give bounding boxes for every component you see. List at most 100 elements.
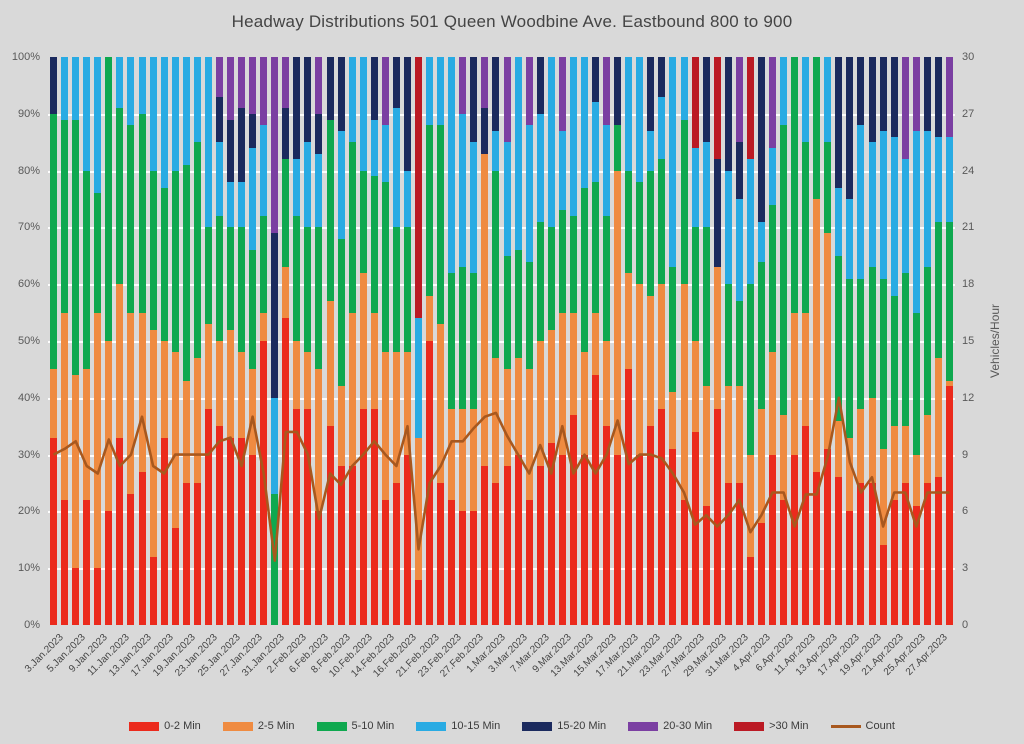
bar-segment-10-15-Min — [514, 57, 522, 251]
bar-segment-5-10-Min — [238, 227, 246, 353]
bar-segment-2-5-Min — [791, 312, 799, 455]
legend-label: >30 Min — [769, 720, 809, 732]
bar-segment-15-20-Min — [890, 57, 898, 137]
bar-segment-0-2-Min — [61, 500, 69, 625]
bar-segment-2-5-Min — [625, 272, 633, 370]
bar-segment-10-15-Min — [348, 57, 356, 143]
bar-23.Jan.2023 — [204, 57, 212, 625]
bar-segment-5-10-Min — [315, 227, 323, 370]
legend-color-swatch — [734, 721, 765, 731]
bar-segment-2-5-Min — [415, 437, 423, 580]
bar-3.Jan.2023 — [50, 57, 58, 625]
bar-7.Feb.2023 — [326, 57, 334, 625]
bar-segment-0-2-Min — [658, 409, 666, 625]
bar-segment-2-5-Min — [204, 323, 212, 410]
bar-segment-5-10-Min — [359, 170, 367, 273]
bar-segment-2-5-Min — [824, 233, 832, 449]
bar-segment-2-5-Min — [370, 312, 378, 410]
bar-segment-2-5-Min — [293, 341, 301, 410]
bar-segment-10-15-Min — [669, 57, 677, 268]
bar-6.Apr.2023 — [780, 57, 788, 625]
legend-color-swatch — [416, 721, 447, 731]
bar-segment--30-Min — [415, 57, 423, 319]
bar-16.Mar.2023 — [614, 57, 622, 625]
bar-segment-2-5-Min — [282, 267, 290, 319]
bar-segment-0-2-Min — [791, 454, 799, 625]
bar-segment-2-5-Min — [802, 312, 810, 427]
bar-segment-5-10-Min — [702, 227, 710, 387]
bar-segment-5-10-Min — [182, 164, 190, 381]
right-y-tick-12: 12 — [962, 391, 975, 404]
bar-26.Apr.2023 — [923, 57, 931, 625]
right-y-tick-18: 18 — [962, 278, 975, 291]
bar-segment-0-2-Min — [879, 545, 887, 625]
bar-segment-5-10-Min — [227, 227, 234, 330]
bar-segment-10-15-Min — [768, 147, 776, 205]
bar-segment-0-2-Min — [249, 454, 257, 625]
bar-segment-20-30-Min — [249, 57, 257, 114]
bar-segment-10-15-Min — [426, 57, 434, 126]
bar-segment-20-30-Min — [912, 57, 920, 131]
bar-segment-2-5-Min — [403, 352, 411, 455]
bar-segment-10-15-Min — [802, 57, 810, 143]
bar-segment-10-15-Min — [780, 57, 788, 126]
bar-segment-2-5-Min — [149, 329, 157, 557]
bar-segment-5-10-Min — [857, 278, 865, 410]
left-y-tick-80: 80% — [17, 164, 40, 177]
bar-segment-15-20-Min — [370, 57, 378, 120]
bar-25.Jan.2023 — [227, 57, 234, 625]
bar-segment-2-5-Min — [592, 312, 600, 376]
bar-segment-0-2-Min — [569, 414, 577, 625]
bar-segment-5-10-Min — [503, 255, 511, 370]
bar-segment-5-10-Min — [647, 170, 655, 296]
bar-segment-5-10-Min — [901, 272, 909, 427]
bar-31.Mar.2023 — [735, 57, 743, 625]
bar-13.Feb.2023 — [370, 57, 378, 625]
bar-segment-15-20-Min — [923, 57, 931, 131]
bar-segment-5-10-Min — [691, 227, 699, 342]
bar-segment-5-10-Min — [868, 267, 876, 398]
bar-segment-15-20-Min — [614, 57, 622, 126]
bar-segment-15-20-Min — [879, 57, 887, 131]
bar-segment-2-5-Min — [470, 409, 478, 512]
bar-segment-20-30-Min — [945, 57, 953, 137]
bar-segment-20-30-Min — [227, 57, 234, 120]
bar-26.Jan.2023 — [238, 57, 246, 625]
bar-segment-15-20-Min — [492, 57, 500, 131]
bar-17.Apr.2023 — [846, 57, 854, 625]
bar-segment-2-5-Min — [72, 375, 80, 569]
bar-segment-2-5-Min — [525, 369, 533, 501]
bar-segment-15-20-Min — [481, 108, 489, 154]
legend-label: 10-15 Min — [451, 720, 501, 732]
bar-segment-5-10-Min — [448, 272, 456, 410]
bar-segment-2-5-Min — [105, 341, 113, 512]
bar-28.Feb.2023 — [481, 57, 489, 625]
bar-segment-5-10-Min — [50, 113, 58, 370]
bar-segment-0-2-Min — [437, 483, 445, 625]
bar-segment-2-5-Min — [934, 358, 942, 478]
bar-segment-2-5-Min — [260, 312, 268, 341]
bar-segment-5-10-Min — [392, 227, 400, 353]
bar-segment-10-15-Min — [127, 57, 135, 126]
legend-color-swatch — [316, 721, 347, 731]
bar-24.Apr.2023 — [901, 57, 909, 625]
bar-segment-0-2-Min — [846, 511, 854, 625]
bar-segment-0-2-Min — [757, 522, 765, 625]
bar-segment-5-10-Min — [846, 278, 854, 438]
bar-segment-2-5-Min — [691, 341, 699, 432]
bar-segment-0-2-Min — [536, 465, 544, 625]
bar-segment-2-5-Min — [813, 199, 821, 472]
legend-line-swatch — [830, 724, 861, 728]
bar-segment-0-2-Min — [160, 437, 168, 625]
bar-segment-5-10-Min — [492, 170, 500, 359]
count-line — [52, 396, 950, 562]
legend-item-2-5-Min: 2-5 Min — [222, 720, 295, 732]
bar-segment-5-10-Min — [249, 250, 257, 370]
bar-2.Mar.2023 — [503, 57, 511, 625]
bar-segment-5-10-Min — [945, 221, 953, 381]
legend-item-10-15-Min: 10-15 Min — [416, 720, 500, 732]
bar-22.Feb.2023 — [437, 57, 445, 625]
gridline-70 — [48, 227, 955, 230]
bar-15.Feb.2023 — [392, 57, 400, 625]
